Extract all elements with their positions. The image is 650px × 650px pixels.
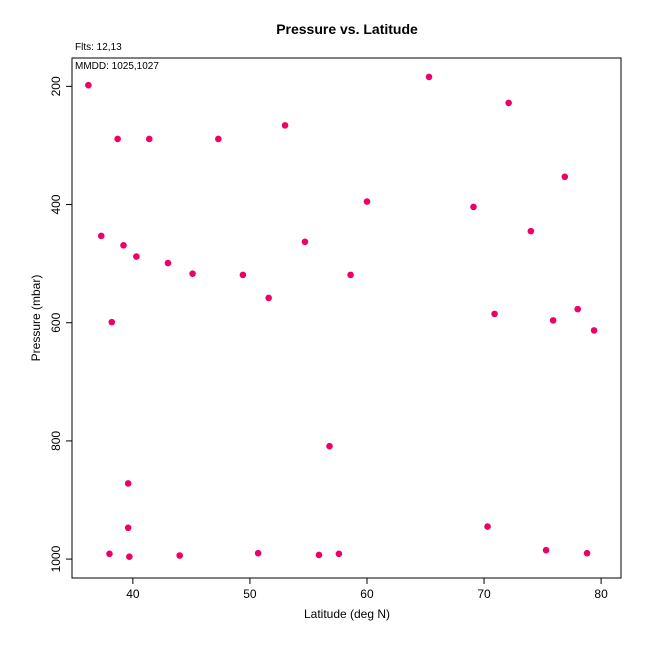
data-point [133,253,140,260]
data-point [108,318,116,326]
x-axis-label: Latitude (deg N) [304,607,390,621]
data-point [254,549,262,557]
data-point [335,550,343,558]
x-tick-label: 50 [243,587,257,601]
data-point [542,546,550,554]
data-point [120,242,127,249]
y-tick-label: 1000 [49,545,63,572]
data-point [505,99,512,107]
data-point [97,232,105,240]
data-point [470,203,477,211]
x-tick-label: 70 [477,587,491,601]
data-point [164,259,172,267]
data-points [85,73,598,561]
y-tick-label: 800 [49,431,63,451]
x-axis: 40 50 60 70 80 [126,578,608,601]
y-axis: 200 400 600 800 1000 [49,76,72,572]
y-tick-label: 200 [49,76,63,96]
data-point [106,550,113,558]
data-point [347,271,354,279]
data-point [124,480,132,487]
data-point [574,305,581,313]
data-point [126,553,133,561]
plot-frame [71,57,622,579]
flights-note: Flts: 12,13 [75,42,122,53]
data-point [491,310,498,318]
x-tick-label: 60 [360,587,374,601]
data-point [114,135,121,143]
data-point [239,271,247,279]
data-point [484,523,491,530]
data-point [265,294,272,302]
x-tick-label: 40 [126,587,140,601]
data-point [315,551,323,559]
data-point [145,135,153,143]
data-point [189,270,196,277]
data-point [281,122,289,129]
data-point [176,552,183,559]
y-axis-label: Pressure (mbar) [29,275,43,362]
data-point [85,81,92,89]
data-point [590,327,598,334]
data-point [363,198,371,205]
mmdd-note: MMDD: 1025,1027 [75,61,159,72]
data-point [583,549,591,557]
data-point [301,238,309,246]
data-point [549,317,557,324]
data-point [326,442,333,450]
data-point [425,73,433,81]
data-point [561,173,569,181]
data-point [124,524,132,532]
y-tick-label: 600 [49,312,63,332]
chart-title: Pressure vs. Latitude [276,21,418,37]
data-point [527,227,535,235]
x-tick-label: 80 [594,587,608,601]
y-tick-label: 400 [49,194,63,214]
data-point [215,135,222,143]
